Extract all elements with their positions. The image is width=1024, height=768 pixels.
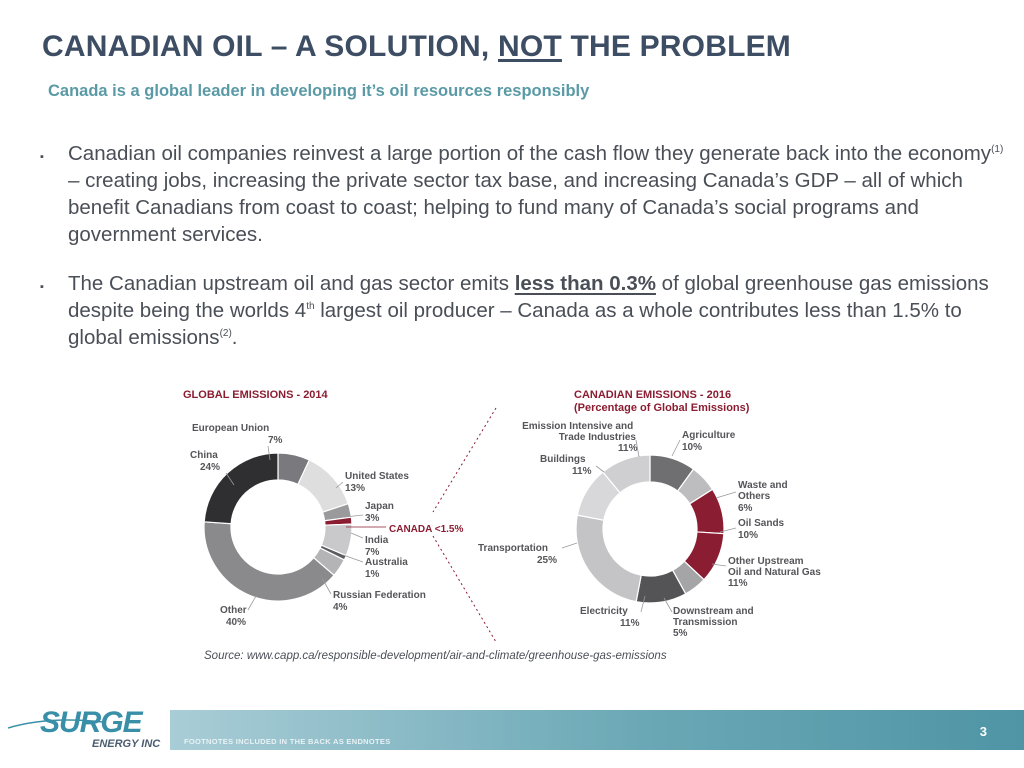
- value-waste-and-others: 6%: [738, 503, 753, 514]
- label-united-states: United States: [345, 471, 409, 482]
- label-emission-intensive-line-2: Trade Industries: [559, 432, 637, 443]
- page-number: 3: [979, 724, 987, 739]
- label-waste-line-2: Others: [738, 491, 771, 502]
- footer-bar: FOOTNOTES INCLUDED IN THE BACK AS ENDNOT…: [170, 710, 1024, 750]
- logo-swoosh-icon: [8, 719, 104, 729]
- label-india: India: [365, 535, 389, 546]
- value-buildings: 11%: [572, 466, 592, 477]
- logo-subtext: ENERGY INC: [92, 738, 161, 750]
- title-emphasis-not: NOT: [497, 30, 562, 63]
- value-electricity: 11%: [620, 618, 640, 629]
- bullet-2-text-b: of global greenhouse gas emissions despi…: [68, 272, 989, 322]
- canadian-chart-subtitle: (Percentage of Global Emissions): [574, 402, 750, 414]
- global-leader-lines: [225, 445, 386, 611]
- label-emission-intensive: Emission Intensive and Trade Industries: [522, 421, 636, 443]
- value-china: 24%: [200, 462, 220, 473]
- label-oil-sands: Oil Sands: [738, 518, 785, 529]
- global-chart-title: GLOBAL EMISSIONS - 2014: [183, 389, 329, 401]
- logo-wordmark: SURGE: [40, 706, 143, 739]
- value-oil-sands: 10%: [738, 530, 758, 541]
- value-australia: 1%: [365, 569, 380, 580]
- label-transportation: Transportation: [478, 543, 548, 554]
- slide-title: CANADIAN OIL – A SOLUTION, NOT THE PROBL…: [42, 30, 791, 64]
- company-logo: SURGE ENERGY INC: [8, 706, 168, 756]
- value-japan: 3%: [365, 513, 380, 524]
- bullet-1-text-b: – creating jobs, increasing the private …: [68, 169, 963, 246]
- global-slice-china: [203, 452, 279, 525]
- bullet-item-reinvest: ▪ Canadian oil companies reinvest a larg…: [36, 140, 1006, 248]
- label-waste-and-others: Waste and Others: [738, 480, 790, 502]
- value-emission-intensive: 11%: [618, 443, 638, 454]
- bullet-2-text-d: .: [231, 326, 238, 349]
- label-electricity: Electricity: [580, 606, 628, 617]
- global-chart-labels: European Union 7% China 24% United State…: [190, 423, 463, 628]
- label-downstream: Downstream and Transmission: [673, 606, 756, 628]
- label-china: China: [190, 450, 218, 461]
- title-part-1: CANADIAN OIL – A SOLUTION,: [42, 30, 498, 63]
- global-slice-united-states: [297, 459, 349, 513]
- global-slice-other: [203, 521, 335, 602]
- emissions-charts: GLOBAL EMISSIONS - 2014 European Union 7…: [183, 389, 821, 643]
- value-united-states: 13%: [345, 483, 365, 494]
- label-buildings: Buildings: [540, 454, 586, 465]
- bullet-marker-icon: ▪: [40, 281, 44, 293]
- label-russian-federation: Russian Federation: [333, 590, 426, 601]
- bullet-1-footnote-ref: (1): [991, 144, 1004, 156]
- source-citation: Source: www.capp.ca/responsible-developm…: [204, 650, 667, 662]
- bullet-2-text-a: The Canadian upstream oil and gas sector…: [68, 272, 515, 295]
- label-emission-intensive-line-1: Emission Intensive and: [522, 421, 633, 432]
- canadian-chart-labels: Emission Intensive and Trade Industries …: [478, 421, 821, 639]
- bullet-2-text-c: largest oil producer – Canada as a whole…: [68, 299, 962, 349]
- label-waste-line-1: Waste and: [738, 480, 788, 491]
- label-european-union: European Union: [192, 423, 269, 434]
- global-emissions-donut: [203, 452, 353, 602]
- bullet-list: ▪ Canadian oil companies reinvest a larg…: [36, 140, 1006, 373]
- label-downstream-line-2: Transmission: [673, 617, 737, 628]
- label-other-upstream-line-1: Other Upstream: [728, 556, 804, 567]
- value-other-upstream: 11%: [728, 578, 748, 589]
- label-other-upstream-line-2: Oil and Natural Gas: [728, 567, 821, 578]
- bullet-marker-icon: ▪: [40, 151, 44, 163]
- label-downstream-line-1: Downstream and: [673, 606, 754, 617]
- label-canada-callout: CANADA <1.5%: [389, 524, 463, 535]
- bullet-2-highlight: less than 0.3%: [514, 272, 656, 295]
- slide-subtitle: Canada is a global leader in developing …: [48, 82, 590, 100]
- value-european-union: 7%: [268, 435, 283, 446]
- bullet-2-footnote-ref: (2): [219, 328, 232, 340]
- connector-line-bottom: [432, 535, 497, 643]
- bullet-1-text-a: Canadian oil companies reinvest a large …: [68, 142, 992, 165]
- canadian-emissions-donut: [575, 454, 725, 604]
- bullet-item-emissions: ▪ The Canadian upstream oil and gas sect…: [36, 270, 1006, 351]
- bullet-2-superscript-th: th: [306, 301, 315, 313]
- value-downstream: 5%: [673, 628, 688, 639]
- label-other: Other: [220, 605, 247, 616]
- value-agriculture: 10%: [682, 442, 702, 453]
- label-agriculture: Agriculture: [682, 430, 736, 441]
- canada-slice-transportation: [575, 514, 642, 603]
- value-transportation: 25%: [537, 555, 557, 566]
- footnote-text: FOOTNOTES INCLUDED IN THE BACK AS ENDNOT…: [184, 737, 391, 746]
- label-japan: Japan: [365, 501, 394, 512]
- value-russian-federation: 4%: [333, 602, 348, 613]
- canadian-chart-title: CANADIAN EMISSIONS - 2016: [574, 389, 731, 401]
- value-other: 40%: [226, 617, 246, 628]
- label-australia: Australia: [365, 557, 408, 568]
- canadian-leader-lines: [561, 439, 737, 613]
- canada-slice-emission-intensive-and-trade-industries: [601, 454, 651, 494]
- value-india: 7%: [365, 547, 380, 558]
- connector-line-top: [432, 407, 497, 513]
- title-part-2: THE PROBLEM: [561, 30, 791, 63]
- label-other-upstream: Other Upstream Oil and Natural Gas: [728, 556, 821, 578]
